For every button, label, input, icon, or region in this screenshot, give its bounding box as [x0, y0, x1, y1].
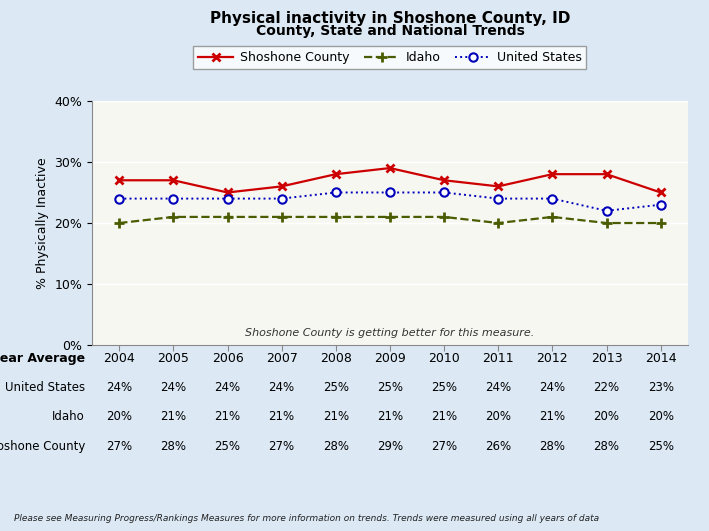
Text: 24%: 24% [106, 381, 133, 394]
Text: United States: United States [5, 381, 85, 394]
Text: 24%: 24% [485, 381, 511, 394]
Text: 23%: 23% [647, 381, 674, 394]
Text: 2004: 2004 [104, 352, 135, 365]
Shoshone County [548, 171, 557, 177]
Text: Idaho: Idaho [52, 410, 85, 423]
Text: 20%: 20% [593, 410, 620, 423]
Idaho [440, 213, 448, 220]
Text: 28%: 28% [593, 440, 620, 452]
Line: Idaho: Idaho [114, 212, 666, 228]
United States [657, 201, 665, 208]
Text: 21%: 21% [323, 410, 349, 423]
Text: 21%: 21% [269, 410, 295, 423]
Line: United States: United States [115, 189, 665, 215]
Idaho [169, 213, 178, 220]
Shoshone County [440, 177, 448, 184]
Text: 22%: 22% [593, 381, 620, 394]
Shoshone County [169, 177, 178, 184]
Shoshone County [386, 165, 394, 172]
Text: 25%: 25% [323, 381, 349, 394]
Text: 27%: 27% [431, 440, 457, 452]
Text: 25%: 25% [215, 440, 240, 452]
Text: 27%: 27% [269, 440, 295, 452]
United States [602, 208, 610, 214]
Shoshone County [494, 183, 503, 190]
Idaho [115, 220, 123, 226]
United States [548, 195, 557, 202]
Text: 2009: 2009 [374, 352, 406, 365]
Text: 26%: 26% [485, 440, 511, 452]
Text: 21%: 21% [160, 410, 186, 423]
Idaho [332, 213, 340, 220]
Idaho [602, 220, 610, 226]
Text: 28%: 28% [540, 440, 565, 452]
United States [440, 189, 448, 195]
Idaho [494, 220, 503, 226]
Shoshone County [602, 171, 610, 177]
Text: 21%: 21% [214, 410, 240, 423]
United States [386, 189, 394, 195]
Text: 20%: 20% [647, 410, 674, 423]
Text: County, State and National Trends: County, State and National Trends [255, 24, 525, 38]
Text: Shoshone County: Shoshone County [0, 440, 85, 452]
Shoshone County [277, 183, 286, 190]
Text: 21%: 21% [431, 410, 457, 423]
Y-axis label: % Physically Inactive: % Physically Inactive [36, 157, 49, 289]
United States [277, 195, 286, 202]
Text: 2006: 2006 [212, 352, 243, 365]
Text: 28%: 28% [160, 440, 186, 452]
Text: 24%: 24% [160, 381, 186, 394]
Shoshone County [115, 177, 123, 184]
Text: 21%: 21% [377, 410, 403, 423]
Text: 2010: 2010 [428, 352, 460, 365]
Text: 2005: 2005 [157, 352, 189, 365]
Shoshone County [223, 189, 232, 195]
Idaho [386, 213, 394, 220]
Text: Please see Measuring Progress/Rankings Measures for more information on trends. : Please see Measuring Progress/Rankings M… [14, 514, 599, 523]
Text: 3-year Average: 3-year Average [0, 352, 85, 365]
Text: 2008: 2008 [320, 352, 352, 365]
United States [223, 195, 232, 202]
Idaho [277, 213, 286, 220]
Text: 2014: 2014 [645, 352, 676, 365]
Text: 2013: 2013 [591, 352, 623, 365]
Text: 21%: 21% [540, 410, 566, 423]
Idaho [548, 213, 557, 220]
Text: 25%: 25% [377, 381, 403, 394]
Text: 25%: 25% [647, 440, 674, 452]
Text: 2012: 2012 [537, 352, 568, 365]
Legend: Shoshone County, Idaho, United States: Shoshone County, Idaho, United States [194, 46, 586, 69]
Text: 28%: 28% [323, 440, 349, 452]
Text: 20%: 20% [106, 410, 133, 423]
Text: 20%: 20% [485, 410, 511, 423]
United States [169, 195, 178, 202]
Shoshone County [657, 189, 665, 195]
United States [332, 189, 340, 195]
Text: 25%: 25% [431, 381, 457, 394]
Line: Shoshone County: Shoshone County [115, 164, 665, 196]
Text: 24%: 24% [540, 381, 566, 394]
Text: 24%: 24% [214, 381, 240, 394]
Shoshone County [332, 171, 340, 177]
Idaho [223, 213, 232, 220]
United States [494, 195, 503, 202]
Text: 2007: 2007 [266, 352, 298, 365]
Text: 24%: 24% [269, 381, 295, 394]
Text: 29%: 29% [377, 440, 403, 452]
United States [115, 195, 123, 202]
Text: Physical inactivity in Shoshone County, ID: Physical inactivity in Shoshone County, … [210, 11, 570, 26]
Text: 27%: 27% [106, 440, 133, 452]
Idaho [657, 220, 665, 226]
Text: Shoshone County is getting better for this measure.: Shoshone County is getting better for th… [245, 328, 535, 338]
Text: 2011: 2011 [482, 352, 514, 365]
